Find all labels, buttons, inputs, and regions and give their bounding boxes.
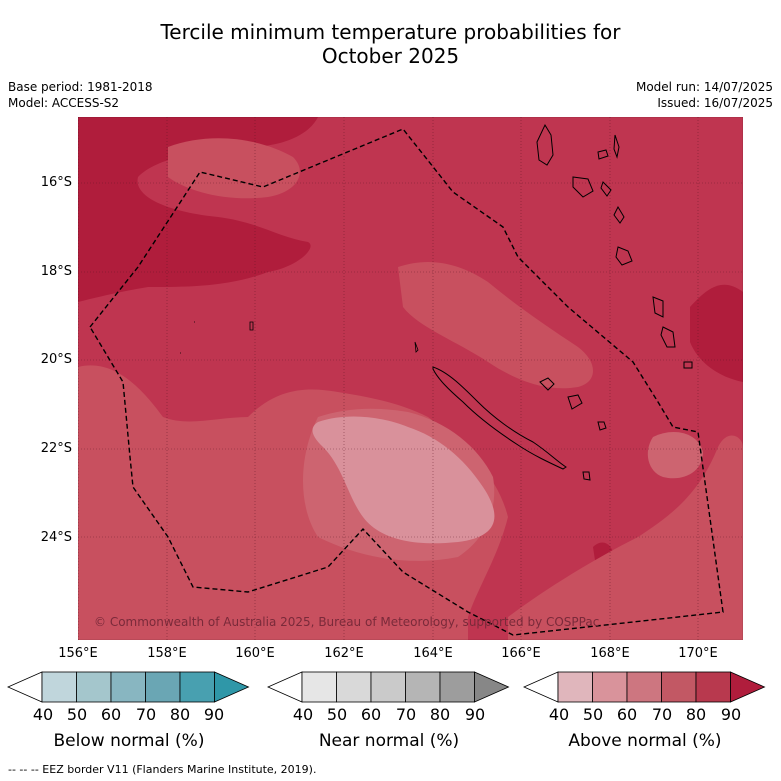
- lat-label-16s: 16°S: [40, 175, 72, 190]
- colorbar-segment: [41, 671, 77, 703]
- small-islands: [180, 321, 254, 354]
- lat-label-22s: 22°S: [40, 441, 72, 456]
- model-run: Model run: 14/07/2025: [635, 80, 773, 94]
- cb-below-tick-50: 50: [66, 705, 88, 724]
- colorbar-near-normal: [267, 671, 510, 703]
- map-title-line2: October 2025: [321, 44, 460, 68]
- cb-near-tick-70: 70: [395, 705, 417, 724]
- lon-label-168e: 168°E: [590, 646, 630, 661]
- lon-label-156e: 156°E: [58, 646, 98, 661]
- base-period: Base period: 1981-2018: [8, 80, 153, 94]
- lon-label-160e: 160°E: [235, 646, 275, 661]
- model-name: Model: ACCESS-S2: [8, 96, 120, 110]
- cb-below-tick-60: 60: [100, 705, 122, 724]
- cb-below-tick-80: 80: [169, 705, 191, 724]
- colorbar-segment: [405, 671, 441, 703]
- colorbar-label-below: Below normal (%): [53, 731, 205, 751]
- cb-above-tick-40: 40: [548, 705, 570, 724]
- cb-below-tick-70: 70: [135, 705, 157, 724]
- map-title: Tercile minimum temperature probabilitie…: [0, 20, 781, 68]
- region-lightest-east: [647, 432, 703, 479]
- colorbar-segment: [557, 671, 593, 703]
- cb-below-tick-40: 40: [32, 705, 54, 724]
- lon-label-164e: 164°E: [413, 646, 453, 661]
- colorbar-segment: [145, 671, 181, 703]
- cb-above-tick-60: 60: [616, 705, 638, 724]
- issued-date: Issued: 16/07/2025: [657, 96, 773, 110]
- region-lightest-inner: [312, 416, 495, 544]
- colorbar-left-cap: [7, 671, 43, 703]
- copyright-text: © Commonwealth of Australia 2025, Bureau…: [94, 615, 599, 629]
- colorbar-segment: [76, 671, 112, 703]
- cb-near-tick-90: 90: [464, 705, 486, 724]
- colorbar-segment: [439, 671, 475, 703]
- colorbar-left-cap: [267, 671, 303, 703]
- cb-above-tick-50: 50: [582, 705, 604, 724]
- meta-right: Model run: 14/07/2025 Issued: 16/07/2025: [636, 79, 773, 111]
- cb-above-tick-90: 90: [720, 705, 742, 724]
- colorbar-segment: [301, 671, 337, 703]
- colorbar-segment: [370, 671, 406, 703]
- region-dark-west: [78, 117, 318, 302]
- region-light-north: [168, 138, 300, 199]
- colorbar-label-near: Near normal (%): [318, 731, 460, 751]
- colorbar-segment: [179, 671, 215, 703]
- cb-below-tick-90: 90: [203, 705, 225, 724]
- region-light-southeast: [508, 435, 743, 640]
- colorbar-right-cap: [730, 671, 766, 703]
- colorbar-below-normal: [7, 671, 250, 703]
- colorbar-right-cap: [214, 671, 250, 703]
- lat-label-20s: 20°S: [40, 352, 72, 367]
- colorbar-label-above: Above normal (%): [568, 731, 722, 751]
- colorbar-segment: [336, 671, 372, 703]
- probability-map: © Commonwealth of Australia 2025, Bureau…: [78, 117, 743, 640]
- colorbar-segment: [110, 671, 146, 703]
- colorbar-segment: [626, 671, 662, 703]
- vanuatu: [536, 123, 693, 369]
- eez-legend-note: -- -- -- EEZ border V11 (Flanders Marine…: [8, 763, 317, 776]
- colorbars: [7, 671, 766, 703]
- map-title-line1: Tercile minimum temperature probabilitie…: [160, 20, 621, 44]
- colorbar-above-normal: [523, 671, 766, 703]
- colorbar-segment: [592, 671, 628, 703]
- cb-near-tick-50: 50: [326, 705, 348, 724]
- region-light-northeast: [398, 262, 593, 389]
- cb-near-tick-80: 80: [429, 705, 451, 724]
- region-dark-east: [690, 284, 743, 382]
- lon-label-162e: 162°E: [324, 646, 364, 661]
- eez-border: [89, 128, 724, 636]
- new-caledonia: [432, 366, 567, 470]
- colorbar-right-cap: [474, 671, 510, 703]
- colorbar-segment: [661, 671, 697, 703]
- cb-above-tick-70: 70: [651, 705, 673, 724]
- cb-near-tick-60: 60: [360, 705, 382, 724]
- colorbar-segment: [695, 671, 731, 703]
- graticule: [78, 117, 743, 640]
- loyalty-islands: [539, 377, 607, 481]
- belep-islands: [414, 341, 419, 353]
- lon-label-170e: 170°E: [678, 646, 718, 661]
- meta-left: Base period: 1981-2018 Model: ACCESS-S2: [8, 79, 153, 111]
- lon-label-158e: 158°E: [147, 646, 187, 661]
- lat-label-18s: 18°S: [40, 264, 72, 279]
- colorbar-left-cap: [523, 671, 559, 703]
- cb-above-tick-80: 80: [685, 705, 707, 724]
- lon-label-166e: 166°E: [501, 646, 541, 661]
- cb-near-tick-40: 40: [292, 705, 314, 724]
- lat-label-24s: 24°S: [40, 530, 72, 545]
- colorbar-ticks: 40 50 60 70 80 90 40 50 60 70 80 90 40 5…: [0, 705, 781, 727]
